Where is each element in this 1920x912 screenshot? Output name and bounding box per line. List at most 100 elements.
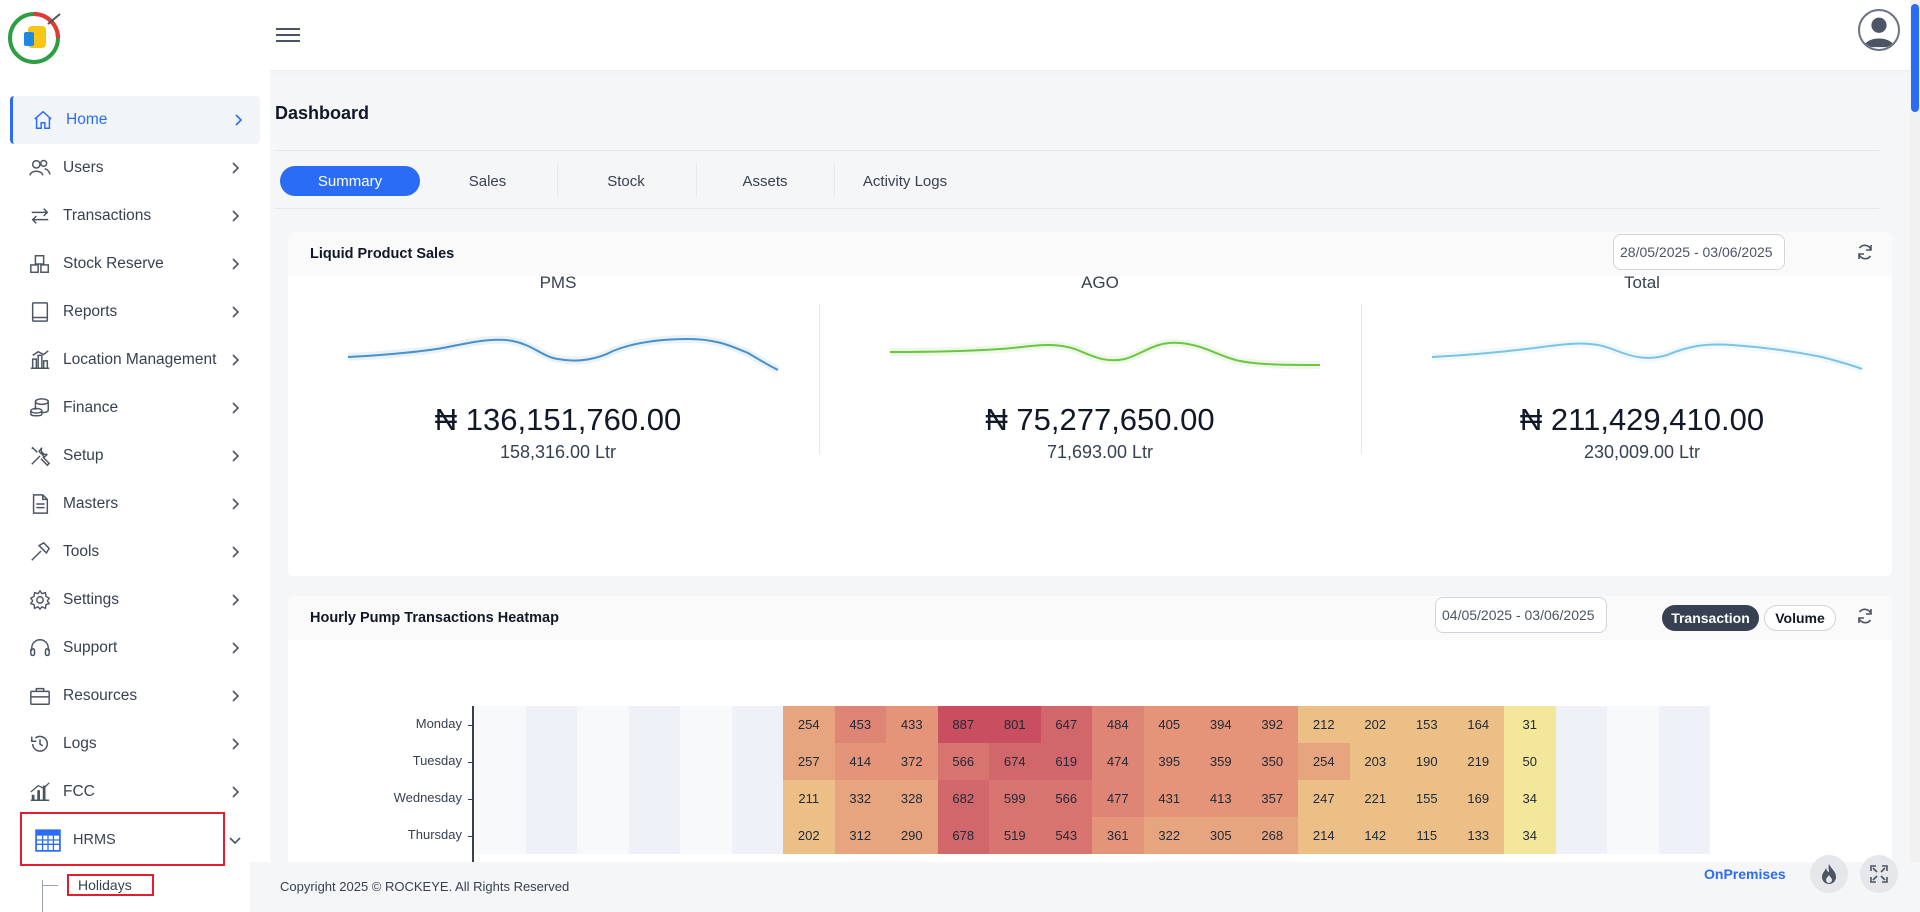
kpi-ago: AGO ₦ 75,277,650.00 71,693.00 Ltr — [830, 232, 1370, 472]
heatmap-cell — [1555, 706, 1607, 743]
heatmap-cell: 211 — [783, 780, 835, 817]
heatmap-cell: 566 — [1040, 780, 1092, 817]
home-icon — [34, 110, 52, 129]
heatmap-cell — [474, 780, 526, 817]
product-name: PMS — [539, 273, 577, 292]
heatmap-cell — [577, 706, 629, 743]
heatmap-cell: 190 — [1401, 743, 1453, 780]
kpi-total: Total ₦ 211,429,410.00 230,009.00 Ltr — [1372, 232, 1912, 472]
sidebar-item-users[interactable]: Users — [10, 144, 260, 192]
heatmap-cell: 328 — [886, 780, 938, 817]
transaction-toggle-button[interactable]: Transaction — [1662, 605, 1759, 631]
sidebar-item-hrms[interactable]: HRMS — [10, 816, 260, 864]
sidebar-item-label: Logs — [63, 735, 97, 752]
liquid-product-sales-card: Liquid Product Sales 28/05/2025 - 03/06/… — [288, 232, 1892, 576]
gear-icon — [29, 589, 51, 611]
heatmap-cell: 169 — [1452, 780, 1504, 817]
sales-volume: 158,316.00 Ltr — [499, 442, 617, 462]
sales-date-range-input[interactable]: 28/05/2025 - 03/06/2025 — [1613, 234, 1785, 270]
sidebar-item-finance[interactable]: Finance — [10, 384, 260, 432]
heatmap-cell: 142 — [1349, 817, 1401, 854]
bar-chart-icon — [30, 782, 50, 801]
heatmap-cell — [525, 817, 577, 854]
tab-activity-logs[interactable]: Activity Logs — [862, 172, 948, 190]
sidebar-item-tools[interactable]: Tools — [10, 528, 260, 576]
refresh-icon[interactable] — [1856, 607, 1874, 625]
sidebar-item-label: Setup — [63, 447, 104, 464]
deployment-mode-link[interactable]: OnPremises — [1704, 866, 1786, 882]
chevron-right-icon — [232, 258, 240, 270]
sidebar-item-label: FCC — [63, 783, 95, 800]
menu-toggle-button[interactable] — [276, 24, 300, 44]
sidebar-item-resources[interactable]: Resources — [10, 672, 260, 720]
fullscreen-button[interactable] — [1860, 855, 1898, 893]
heatmap-cell: 254 — [783, 706, 835, 743]
sidebar-subitem-holidays[interactable]: Holidays — [78, 877, 132, 893]
footer — [250, 862, 1920, 912]
chevron-right-icon — [232, 498, 240, 510]
users-icon — [29, 159, 51, 176]
heatmap-cell — [1658, 743, 1710, 780]
sidebar-item-location-management[interactable]: Location Management — [10, 336, 260, 384]
heatmap-cell — [731, 817, 783, 854]
heatmap-cell — [577, 817, 629, 854]
heatmap-cell: 887 — [937, 706, 989, 743]
hrms-highlight-box — [20, 812, 225, 866]
document-icon — [32, 494, 49, 514]
sidebar-item-label: Stock Reserve — [63, 255, 164, 272]
heatmap-cell: 31 — [1504, 706, 1556, 743]
heatmap-y-axis — [472, 706, 474, 874]
sidebar-item-label: HRMS — [73, 832, 116, 848]
heatmap-cell — [680, 743, 732, 780]
boxes-icon — [30, 255, 49, 273]
heatmap-cell: 290 — [886, 817, 938, 854]
heatmap-cell: 50 — [1504, 743, 1556, 780]
heatmap-cell: 34 — [1504, 817, 1556, 854]
sidebar-item-label: Transactions — [63, 207, 152, 224]
heatmap-cell: 361 — [1092, 817, 1144, 854]
sidebar-item-logs[interactable]: Logs — [10, 720, 260, 768]
volume-toggle-button[interactable]: Volume — [1764, 605, 1836, 631]
refresh-icon[interactable] — [1856, 243, 1874, 261]
chevron-right-icon — [232, 354, 240, 366]
heatmap-cell: 203 — [1349, 743, 1401, 780]
heatmap-cell — [525, 706, 577, 743]
chevron-right-icon — [232, 306, 240, 318]
arrows-exchange-icon — [31, 208, 49, 224]
heatmap-cell: 357 — [1246, 780, 1298, 817]
sidebar-item-stock-reserve[interactable]: Stock Reserve — [10, 240, 260, 288]
sidebar-item-support[interactable]: Support — [10, 624, 260, 672]
heatmap-cell: 619 — [1040, 743, 1092, 780]
sidebar-item-home[interactable]: Home — [10, 96, 260, 144]
heatmap-cell — [628, 706, 680, 743]
chevron-right-icon — [232, 162, 240, 174]
heatmap-cell: 312 — [834, 817, 886, 854]
heatmap-row-label: Thursday — [407, 827, 462, 842]
heatmap-cell: 214 — [1298, 817, 1350, 854]
tab-sales[interactable]: Sales — [468, 172, 507, 190]
heatmap-cell: 519 — [989, 817, 1041, 854]
tab-summary[interactable]: Summary — [280, 166, 420, 196]
tab-assets[interactable]: Assets — [742, 172, 788, 190]
user-avatar-icon[interactable] — [1858, 9, 1900, 51]
sidebar-item-setup[interactable]: Setup — [10, 432, 260, 480]
sidebar-item-masters[interactable]: Masters — [10, 480, 260, 528]
heatmap-cell: 332 — [834, 780, 886, 817]
sidebar-item-transactions[interactable]: Transactions — [10, 192, 260, 240]
sidebar-item-label: Finance — [63, 399, 119, 416]
heatmap-card: Hourly Pump Transactions Heatmap 04/05/2… — [288, 596, 1892, 876]
heatmap-cell: 801 — [989, 706, 1041, 743]
heatmap-date-range-input[interactable]: 04/05/2025 - 03/06/2025 — [1435, 597, 1607, 633]
sidebar-item-settings[interactable]: Settings — [10, 576, 260, 624]
heatmap-cell: 115 — [1401, 817, 1453, 854]
heatmap-cell: 372 — [886, 743, 938, 780]
fire-button[interactable] — [1810, 855, 1848, 893]
kpi-pms: PMS ₦ 136,151,760.00 158,316.00 Ltr — [288, 232, 828, 472]
heatmap-cell — [1555, 817, 1607, 854]
company-logo — [8, 12, 61, 64]
tab-stock[interactable]: Stock — [607, 172, 645, 190]
sidebar-item-fcc[interactable]: FCC — [10, 768, 260, 816]
heatmap-cell: 202 — [783, 817, 835, 854]
page-scrollbar[interactable] — [1910, 0, 1920, 912]
sidebar-item-reports[interactable]: Reports — [10, 288, 260, 336]
